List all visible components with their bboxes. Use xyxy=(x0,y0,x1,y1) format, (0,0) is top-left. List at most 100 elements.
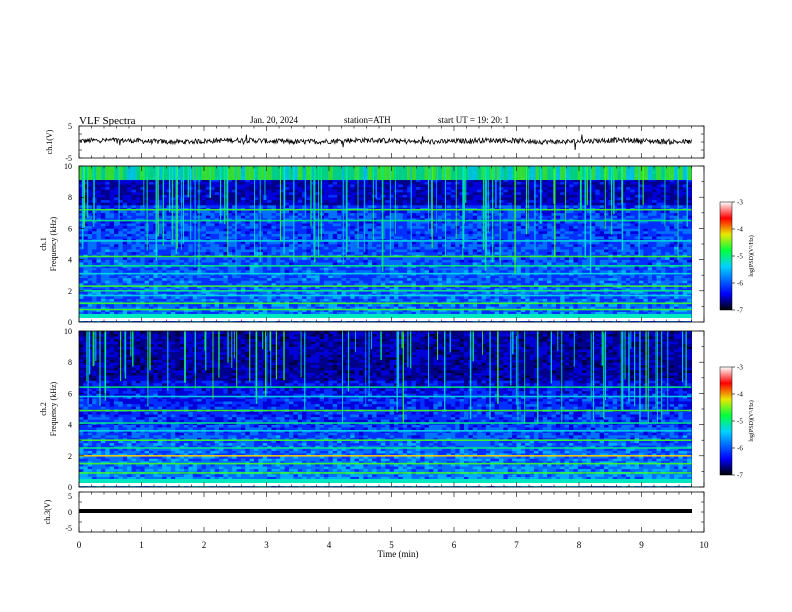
spec-cell xyxy=(450,257,456,260)
spec-cell xyxy=(100,311,106,315)
spec-cell xyxy=(289,275,294,279)
spec-cell xyxy=(472,262,478,266)
spec-cell xyxy=(324,233,329,237)
spec-cell xyxy=(367,241,373,245)
spec-cell xyxy=(542,246,548,250)
spec-cell xyxy=(337,280,342,284)
spec-cell xyxy=(354,270,360,273)
spec-cell xyxy=(363,249,369,253)
spec-cell xyxy=(652,285,657,289)
spec-cell xyxy=(245,296,250,299)
spec-cell xyxy=(560,298,565,302)
spec-cell xyxy=(219,267,224,271)
spec-cell xyxy=(477,298,482,302)
spec-cell xyxy=(516,309,522,312)
spec-cell xyxy=(569,275,574,279)
spec-cell xyxy=(630,275,635,279)
spec-cell xyxy=(455,288,460,292)
spec-cell xyxy=(254,306,259,310)
spec-cell xyxy=(175,280,180,284)
spec-cell xyxy=(630,298,635,302)
spec-cell xyxy=(319,257,325,260)
spec-cell xyxy=(254,309,259,312)
spec-cell xyxy=(293,231,299,234)
spec-cell xyxy=(249,290,255,294)
spec-cell xyxy=(678,277,684,281)
spec-cell xyxy=(345,236,351,240)
spec-cell xyxy=(319,288,325,292)
spec-cell xyxy=(582,290,587,294)
spec-cell xyxy=(223,231,229,234)
spec-cell xyxy=(678,298,684,302)
spec-cell xyxy=(669,280,675,284)
spec-cell xyxy=(660,262,666,266)
spec-cell xyxy=(560,309,565,312)
spec-cell xyxy=(512,288,517,292)
spec-cell xyxy=(310,270,316,273)
spec-cell xyxy=(372,288,377,292)
spec-cell xyxy=(459,236,465,240)
spec-cell xyxy=(411,270,417,273)
spec-cell xyxy=(564,298,570,302)
spec-cell xyxy=(459,285,465,289)
spec-cell xyxy=(367,233,373,237)
spec-cell xyxy=(455,309,460,312)
spec-cell xyxy=(275,311,281,315)
spec-cell xyxy=(472,311,478,315)
spec-cell xyxy=(249,241,255,245)
spec-cell xyxy=(140,296,145,299)
spec-cell xyxy=(639,288,644,292)
spec-cell xyxy=(258,231,264,234)
spec-cell xyxy=(669,249,675,253)
spec-cell xyxy=(617,303,622,307)
spec-cell xyxy=(354,275,360,279)
spec-cell xyxy=(437,306,443,310)
spec-cell xyxy=(385,285,390,289)
spec-cell xyxy=(166,249,172,253)
spec-cell xyxy=(219,244,224,247)
spec-cell xyxy=(643,249,649,253)
spec-cell xyxy=(503,267,509,271)
spec-cell xyxy=(319,251,325,255)
spec-cell xyxy=(249,285,255,289)
spec-cell xyxy=(617,296,622,299)
spec-cell xyxy=(135,283,141,286)
spec-cell xyxy=(490,267,495,271)
spec-cell xyxy=(275,233,281,237)
spec-cell xyxy=(267,251,272,255)
spec-cell xyxy=(166,277,172,281)
spec-cell xyxy=(590,262,596,266)
spec-cell xyxy=(512,298,517,302)
spec-cell xyxy=(674,262,679,266)
spec-cell xyxy=(560,277,565,281)
spec-cell xyxy=(227,275,233,279)
spec-cell xyxy=(411,277,417,281)
spec-cell xyxy=(551,257,557,260)
spec-cell xyxy=(542,283,548,286)
spec-cell xyxy=(135,303,141,307)
spec-cell xyxy=(647,311,653,315)
spec-cell xyxy=(324,298,329,302)
spec-cell xyxy=(534,270,539,273)
spec-cell xyxy=(525,262,530,266)
spec-cell xyxy=(398,311,404,315)
spec-cell xyxy=(271,283,277,286)
spec-cell xyxy=(337,241,342,245)
spec-cell xyxy=(214,288,220,292)
spec-cell xyxy=(569,290,574,294)
spec-cell xyxy=(179,244,185,247)
spec-cell xyxy=(551,241,557,245)
spec-cell xyxy=(175,270,180,273)
spec-cell xyxy=(604,246,609,250)
spec-cell xyxy=(289,309,294,312)
spec-cell xyxy=(643,288,649,292)
spec-cell xyxy=(162,241,167,245)
spec-cell xyxy=(280,236,285,240)
spec-cell xyxy=(83,309,89,312)
spec-cell xyxy=(267,236,272,240)
spec-cell xyxy=(359,249,364,253)
spec-cell xyxy=(345,233,351,237)
spec-cell xyxy=(188,303,194,307)
spec-cell xyxy=(105,257,110,260)
spec-cell xyxy=(415,306,421,310)
